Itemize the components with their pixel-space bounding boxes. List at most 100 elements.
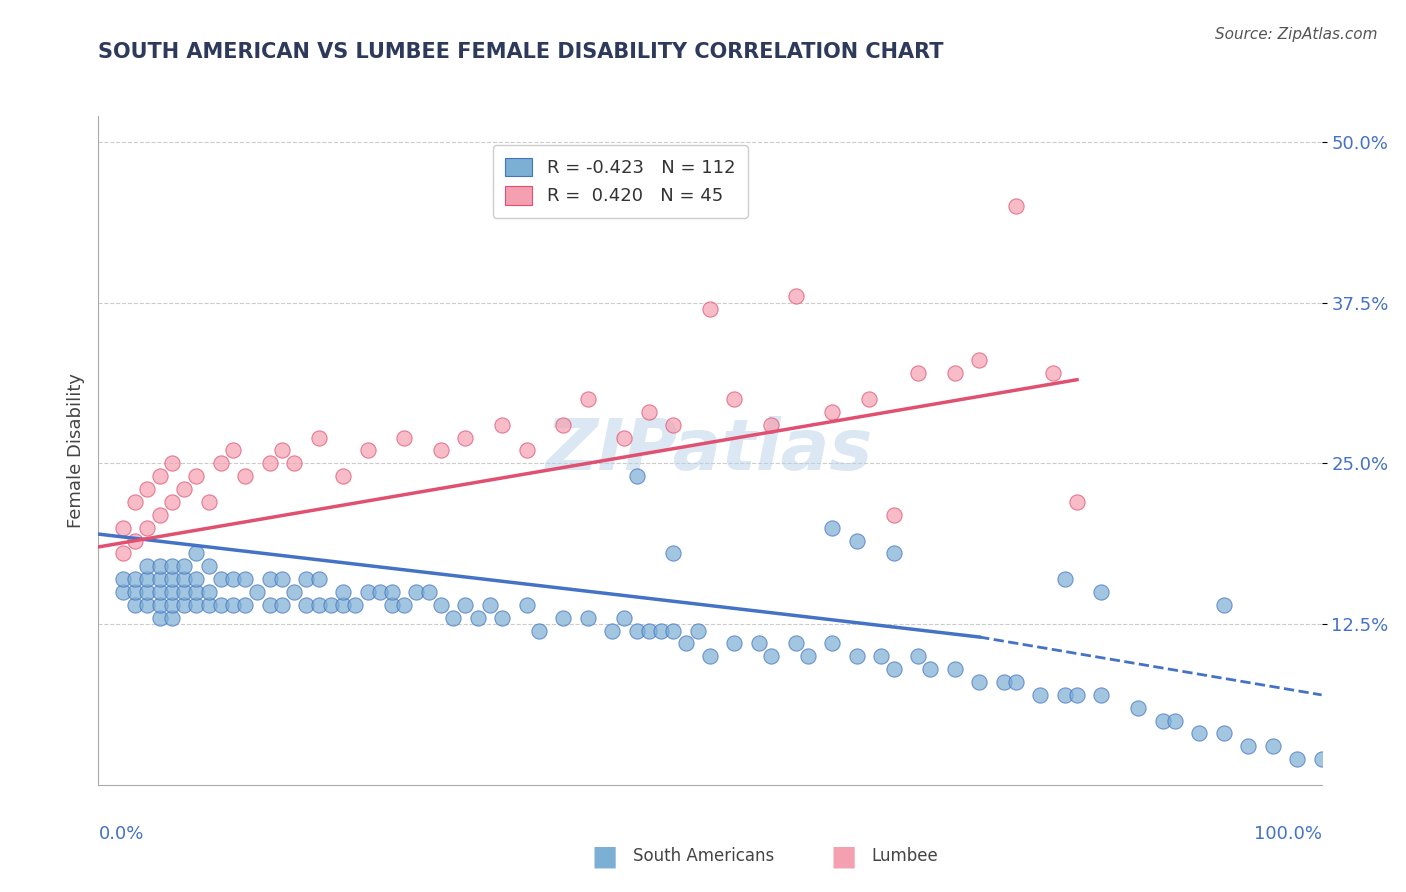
Text: ■: ■ [831, 842, 856, 871]
Point [356, 585, 378, 599]
Point [1066, 495, 1088, 509]
Point [222, 598, 245, 612]
Point [136, 559, 159, 574]
Point [392, 598, 416, 612]
Point [967, 675, 990, 690]
Point [308, 431, 330, 445]
Point [883, 662, 905, 676]
Point [478, 598, 501, 612]
Point [662, 546, 685, 560]
Point [600, 624, 623, 638]
Point [907, 649, 929, 664]
Point [233, 469, 256, 483]
Point [662, 624, 685, 638]
Point [1237, 739, 1260, 754]
Point [270, 598, 294, 612]
Point [967, 353, 990, 368]
Point [1066, 688, 1088, 702]
Point [186, 546, 208, 560]
Point [723, 392, 745, 406]
Point [1212, 726, 1234, 740]
Point [222, 443, 245, 458]
Point [516, 598, 538, 612]
Point [160, 559, 183, 574]
Point [1152, 714, 1174, 728]
Point [686, 624, 709, 638]
Legend: R = -0.423   N = 112, R =  0.420   N = 45: R = -0.423 N = 112, R = 0.420 N = 45 [492, 145, 748, 218]
Point [270, 443, 294, 458]
Point [1090, 585, 1112, 599]
Point [173, 482, 195, 496]
Y-axis label: Female Disability: Female Disability [66, 373, 84, 528]
Point [295, 598, 318, 612]
Text: SOUTH AMERICAN VS LUMBEE FEMALE DISABILITY CORRELATION CHART: SOUTH AMERICAN VS LUMBEE FEMALE DISABILI… [98, 43, 943, 62]
Point [124, 598, 146, 612]
Point [136, 572, 159, 586]
Point [748, 636, 770, 650]
Point [576, 610, 599, 624]
Point [197, 559, 219, 574]
Point [173, 559, 195, 574]
Point [186, 469, 208, 483]
Point [197, 585, 219, 599]
Point [197, 598, 219, 612]
Point [186, 585, 208, 599]
Text: 100.0%: 100.0% [1254, 825, 1322, 843]
Point [441, 610, 464, 624]
Point [124, 533, 146, 548]
Point [1128, 700, 1150, 714]
Point [332, 585, 354, 599]
Point [553, 417, 575, 432]
Point [626, 469, 648, 483]
Point [858, 392, 880, 406]
Point [761, 417, 783, 432]
Text: Source: ZipAtlas.com: Source: ZipAtlas.com [1215, 27, 1378, 42]
Point [111, 546, 134, 560]
Point [650, 624, 672, 638]
Point [136, 598, 159, 612]
Point [259, 598, 281, 612]
Point [418, 585, 440, 599]
Text: ■: ■ [592, 842, 617, 871]
Point [491, 417, 513, 432]
Point [186, 572, 208, 586]
Point [1212, 598, 1234, 612]
Point [209, 456, 232, 470]
Point [516, 443, 538, 458]
Point [173, 572, 195, 586]
Point [173, 585, 195, 599]
Point [111, 585, 134, 599]
Point [553, 610, 575, 624]
Point [845, 533, 868, 548]
Point [491, 610, 513, 624]
Point [283, 585, 305, 599]
Point [943, 366, 966, 380]
Point [149, 585, 172, 599]
Point [308, 598, 330, 612]
Point [209, 572, 232, 586]
Point [149, 572, 172, 586]
Point [233, 572, 256, 586]
Text: ZIPatlas: ZIPatlas [547, 416, 873, 485]
Point [124, 495, 146, 509]
Point [662, 417, 685, 432]
Point [576, 392, 599, 406]
Point [319, 598, 342, 612]
Point [136, 482, 159, 496]
Point [613, 610, 636, 624]
Point [136, 585, 159, 599]
Point [332, 598, 354, 612]
Point [797, 649, 820, 664]
Point [761, 649, 783, 664]
Point [821, 636, 844, 650]
Point [1053, 688, 1076, 702]
Point [870, 649, 893, 664]
Point [637, 405, 661, 419]
Point [883, 508, 905, 522]
Point [149, 610, 172, 624]
Point [785, 636, 807, 650]
Point [259, 572, 281, 586]
Text: 0.0%: 0.0% [98, 825, 143, 843]
Point [467, 610, 489, 624]
Point [160, 598, 183, 612]
